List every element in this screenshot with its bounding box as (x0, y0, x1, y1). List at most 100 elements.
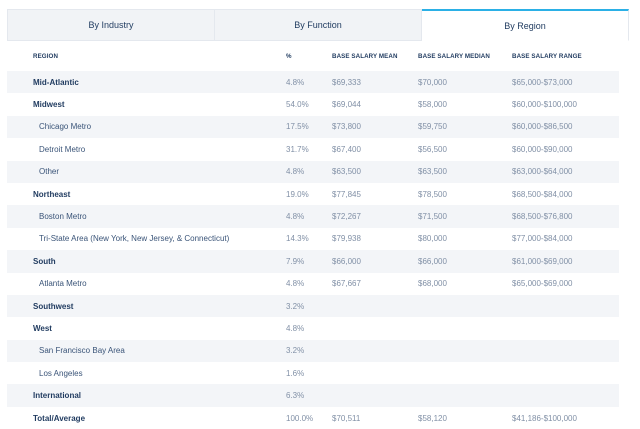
cell-percent: 4.8% (286, 205, 332, 228)
cell-median: $70,000 (418, 71, 512, 94)
cell-median: $63,500 (418, 160, 512, 183)
cell-region: Southwest (7, 294, 286, 318)
cell-mean: $70,511 (332, 413, 361, 423)
header-range: BASE SALARY RANGE (512, 52, 582, 60)
cell-median: $68,000 (418, 279, 447, 289)
cell-median (418, 362, 512, 384)
cell-range: $77,000-$84,000 (512, 234, 573, 244)
cell-median (418, 317, 512, 339)
table-row: Boston Metro 4.8% $72,267 $71,500 $68,500-$7… (7, 205, 619, 228)
cell-range: $63,000-$64,000 (512, 160, 619, 183)
table-body: Mid-Atlantic 4.8% $69,333 $70,000 $65,000-$7… (7, 71, 619, 429)
tab-by-industry[interactable]: By Industry (7, 9, 215, 41)
cell-median: $80,000 (418, 234, 447, 244)
cell-range: $60,000-$86,500 (512, 115, 619, 139)
cell-mean (332, 339, 418, 363)
cell-mean (332, 294, 418, 318)
cell-range: $61,000-$69,000 (512, 250, 619, 273)
cell-range: $60,000-$100,000 (512, 100, 577, 110)
cell-percent: 17.5% (286, 115, 332, 139)
tab-by-function[interactable]: By Function (215, 9, 422, 41)
table-row: South 7.9% $66,000 $66,000 $61,000-$69,000 (7, 250, 619, 273)
cell-percent: 4.8% (286, 71, 332, 94)
table-row: Northeast 19.0% $77,845 $78,500 $68,500-$84,… (7, 183, 619, 205)
table-row: Other 4.8% $63,500 $63,500 $63,000-$64,000 (7, 160, 619, 183)
cell-mean: $72,267 (332, 205, 418, 228)
cell-range: $60,000-$90,000 (512, 144, 573, 154)
cell-range: $65,000-$73,000 (512, 71, 619, 94)
table-row: San Francisco Bay Area 3.2% (7, 339, 619, 363)
cell-mean (332, 384, 418, 407)
cell-region: Los Angeles (39, 368, 83, 378)
cell-percent: 7.9% (286, 250, 332, 273)
header-region: REGION (33, 52, 59, 60)
cell-percent: 14.3% (286, 234, 309, 244)
table-row: Chicago Metro 17.5% $73,800 $59,750 $60,000-… (7, 115, 619, 139)
cell-region: Mid-Atlantic (7, 71, 286, 94)
header-median: BASE SALARY MEDIAN (418, 52, 490, 60)
cell-region: Boston Metro (7, 205, 286, 228)
tab-by-region[interactable]: By Region (422, 9, 629, 41)
cell-region: Detroit Metro (39, 144, 86, 154)
cell-region: Midwest (33, 100, 65, 110)
cell-median: $66,000 (418, 250, 512, 273)
cell-range (512, 384, 619, 407)
cell-region: South (7, 250, 286, 273)
table-row: Midwest 54.0% $69,044 $58,000 $60,000-$100,0… (7, 93, 619, 115)
salary-table: REGION % BASE SALARY MEAN BASE SALARY ME… (7, 41, 619, 429)
cell-mean: $69,333 (332, 71, 418, 94)
table-row: Detroit Metro 31.7% $67,400 $56,500 $60,000-… (7, 138, 619, 160)
cell-percent: 54.0% (286, 100, 309, 110)
cell-region: West (33, 323, 52, 333)
cell-percent: 31.7% (286, 144, 309, 154)
cell-median: $78,500 (418, 189, 447, 199)
cell-mean: $73,800 (332, 115, 418, 139)
table-row: International 6.3% (7, 384, 619, 407)
cell-median: $56,500 (418, 144, 447, 154)
cell-region: International (7, 384, 286, 407)
tab-bar: By Industry By Function By Region (7, 9, 629, 41)
cell-mean: $79,938 (332, 234, 361, 244)
table-row: Los Angeles 1.6% (7, 362, 619, 384)
cell-region: Total/Average (33, 413, 86, 423)
salary-table-container: REGION % BASE SALARY MEAN BASE SALARY ME… (7, 41, 619, 429)
cell-median (418, 384, 512, 407)
cell-region: Northeast (33, 189, 71, 199)
cell-mean: $69,044 (332, 100, 361, 110)
cell-percent: 19.0% (286, 189, 309, 199)
table-row: Southwest 3.2% (7, 294, 619, 318)
cell-region: Atlanta Metro (39, 279, 87, 289)
cell-median: $71,500 (418, 205, 512, 228)
table-row: Total/Average 100.0% $70,511 $58,120 $41,186… (7, 407, 619, 429)
table-header-row: REGION % BASE SALARY MEAN BASE SALARY ME… (7, 41, 619, 71)
cell-percent: 100.0% (286, 413, 314, 423)
table-row: Atlanta Metro 4.8% $67,667 $68,000 $65,000-$… (7, 273, 619, 295)
cell-median (418, 294, 512, 318)
cell-region: Tri-State Area (New York, New Jersey, & … (39, 234, 230, 244)
cell-range: $65,000-$69,000 (512, 279, 573, 289)
cell-median: $58,120 (418, 413, 447, 423)
cell-range (512, 339, 619, 363)
cell-median: $58,000 (418, 100, 447, 110)
cell-range: $68,500-$76,800 (512, 205, 619, 228)
table-row: Tri-State Area (New York, New Jersey, & … (7, 228, 619, 250)
cell-region: Chicago Metro (7, 115, 286, 139)
cell-percent: 3.2% (286, 294, 332, 318)
cell-range (512, 294, 619, 318)
cell-percent: 3.2% (286, 339, 332, 363)
cell-median (418, 339, 512, 363)
cell-range (512, 317, 619, 339)
cell-mean (332, 317, 418, 339)
cell-range (512, 362, 619, 384)
cell-percent: 4.8% (286, 323, 305, 333)
cell-region: San Francisco Bay Area (7, 339, 286, 363)
cell-region: Other (7, 160, 286, 183)
cell-mean: $67,667 (332, 279, 361, 289)
header-percent: % (286, 52, 292, 60)
table-row: Mid-Atlantic 4.8% $69,333 $70,000 $65,000-$7… (7, 71, 619, 94)
table-row: West 4.8% (7, 317, 619, 339)
cell-mean: $77,845 (332, 189, 361, 199)
cell-mean: $67,400 (332, 144, 361, 154)
cell-mean: $66,000 (332, 250, 418, 273)
